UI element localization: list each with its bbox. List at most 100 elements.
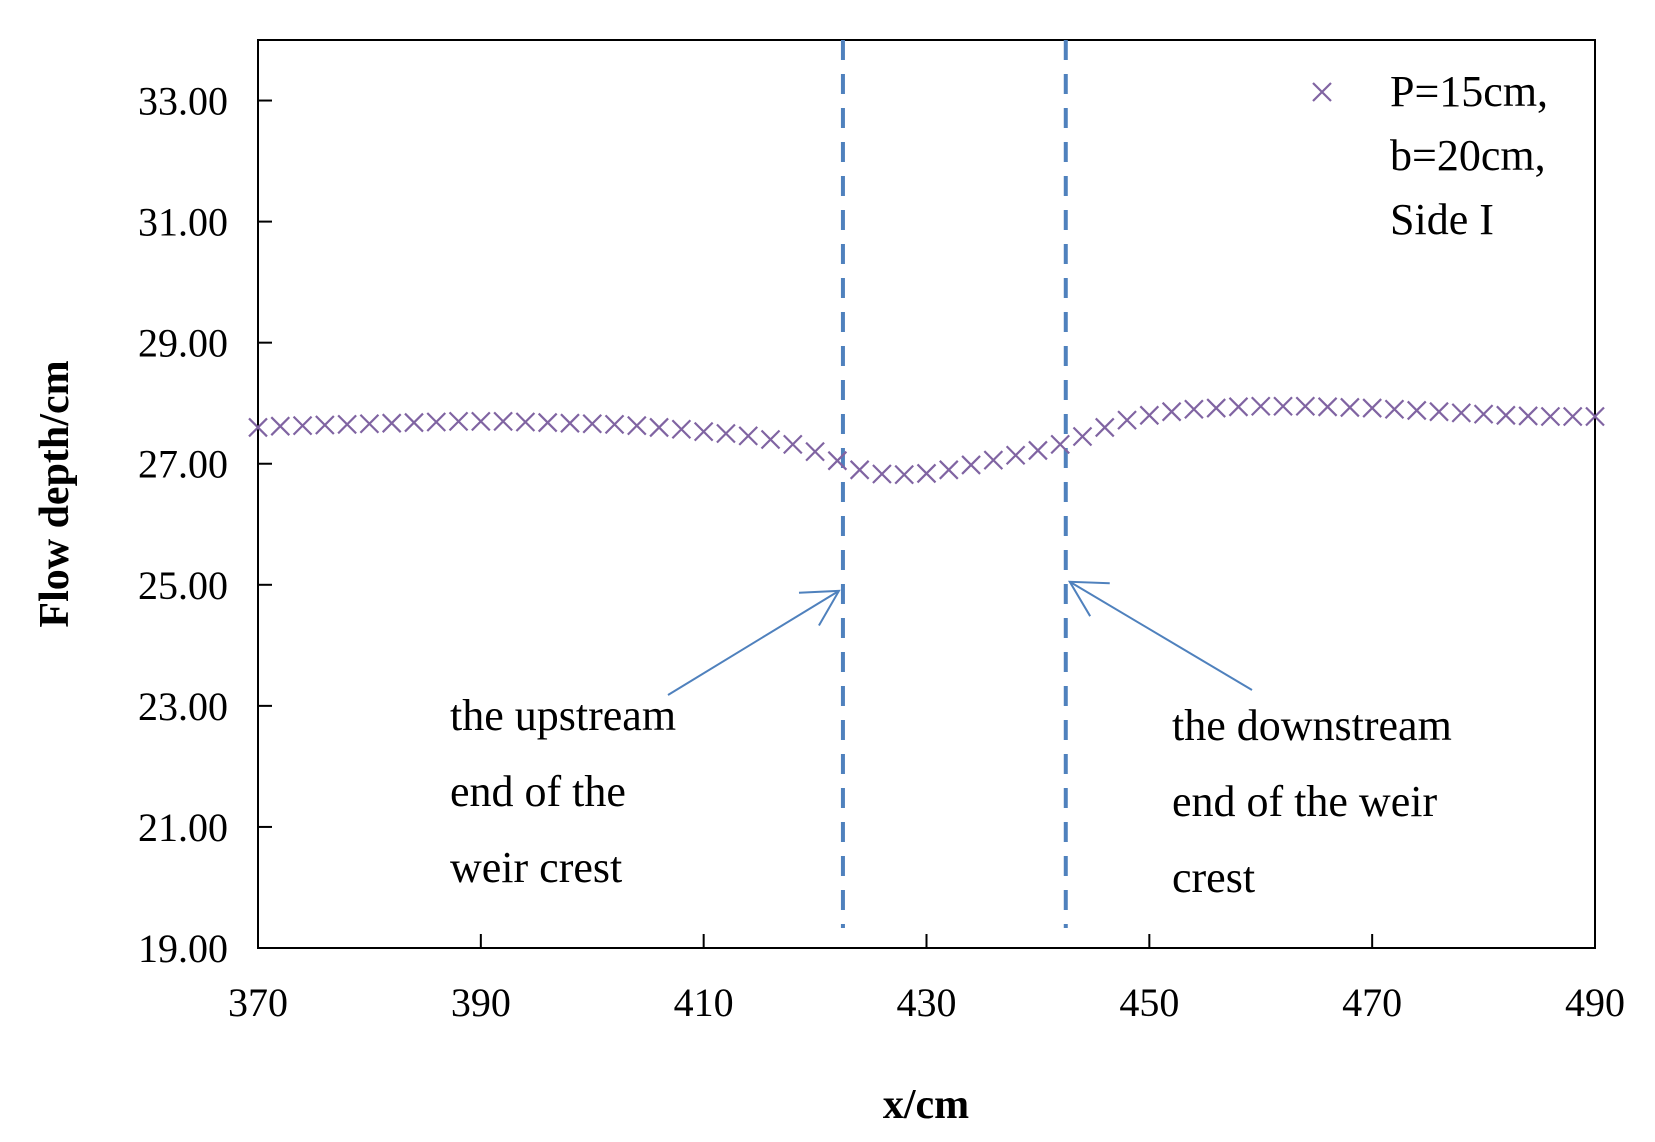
data-point — [1473, 404, 1494, 424]
data-point — [1273, 396, 1293, 417]
data-point — [939, 460, 959, 480]
y-tick-label: 25.00 — [138, 563, 228, 608]
data-point — [627, 415, 647, 436]
x-tick-label: 470 — [1342, 980, 1402, 1025]
data-point — [381, 413, 402, 433]
data-point — [894, 464, 914, 485]
legend-label: Side I — [1390, 195, 1494, 244]
annotation-arrows — [667, 580, 1253, 696]
annotation-text: end of the weir — [1172, 777, 1437, 826]
series-markers — [248, 396, 1605, 485]
annotation-arrow — [667, 589, 840, 696]
x-tick-label: 450 — [1119, 980, 1179, 1025]
data-point — [1295, 396, 1316, 417]
data-point — [404, 412, 424, 433]
annotations: the upstream end of the weir crest the down… — [450, 691, 1452, 902]
data-point — [270, 416, 291, 436]
data-point — [604, 414, 625, 435]
y-tick-label: 21.00 — [138, 805, 228, 850]
y-axis: 19.00 21.00 23.00 25.00 27.00 29.00 31.00 33.00 — [138, 79, 272, 971]
data-point — [1072, 426, 1093, 447]
y-tick-label: 27.00 — [138, 442, 228, 487]
data-point — [493, 411, 513, 432]
data-point — [1362, 398, 1382, 418]
data-point — [292, 415, 313, 436]
data-point — [1540, 406, 1561, 427]
annotation-text: end of the — [450, 767, 626, 816]
arrow-head — [1067, 580, 1110, 617]
data-point — [1028, 440, 1048, 461]
data-point — [1562, 406, 1583, 427]
data-point — [515, 412, 536, 432]
data-point — [983, 450, 1004, 470]
data-point — [1429, 401, 1449, 422]
data-point — [248, 417, 268, 438]
legend-label: P=15cm, — [1390, 67, 1548, 116]
data-point — [1406, 400, 1427, 421]
data-point — [671, 419, 692, 440]
reference-lines — [840, 40, 1068, 928]
data-point — [1518, 406, 1538, 426]
data-point — [738, 426, 759, 446]
y-tick-label: 33.00 — [138, 79, 228, 124]
data-point — [471, 411, 491, 432]
data-point — [1250, 396, 1271, 417]
data-point — [649, 417, 669, 438]
data-point — [537, 412, 558, 433]
data-point — [849, 460, 870, 480]
legend-marker — [1312, 82, 1332, 102]
annotation-text: crest — [1172, 853, 1255, 902]
x-tick-label: 390 — [451, 980, 511, 1025]
legend: P=15cm, b=20cm, Side I — [1312, 67, 1548, 244]
data-point — [1005, 445, 1026, 466]
data-point — [1384, 399, 1405, 420]
data-point — [582, 414, 603, 434]
x-tick-label: 370 — [228, 980, 288, 1025]
x-axis: 370 390 410 430 450 470 490 — [228, 934, 1625, 1025]
plot-area — [257, 39, 1596, 949]
data-point — [560, 413, 580, 433]
x-tick-label: 410 — [674, 980, 734, 1025]
x-tick-label: 490 — [1565, 980, 1625, 1025]
data-point — [1496, 405, 1516, 426]
y-tick-label: 19.00 — [138, 926, 228, 971]
data-point — [1094, 417, 1115, 438]
arrow-head — [798, 589, 841, 626]
data-point — [359, 414, 380, 434]
data-point — [783, 434, 803, 455]
data-point — [1228, 397, 1249, 417]
legend-label: b=20cm, — [1390, 131, 1546, 180]
annotation-text: weir crest — [450, 843, 622, 892]
y-axis-title: Flow depth/cm — [32, 360, 78, 627]
data-point — [315, 415, 335, 435]
data-point — [426, 412, 447, 432]
annotation-text: the downstream — [1172, 701, 1452, 750]
x-axis-title: x/cm — [883, 1082, 969, 1128]
data-point — [693, 421, 714, 442]
x-tick-label: 430 — [897, 980, 957, 1025]
data-point — [827, 450, 848, 471]
data-point — [1050, 434, 1070, 455]
data-point — [916, 463, 937, 484]
data-point — [961, 455, 981, 475]
data-point — [1161, 401, 1182, 422]
data-point — [716, 423, 736, 444]
data-point — [1139, 405, 1160, 426]
data-point — [1317, 397, 1338, 417]
data-point — [1585, 406, 1605, 427]
y-tick-label: 31.00 — [138, 200, 228, 245]
y-tick-label: 23.00 — [138, 684, 228, 729]
data-point — [805, 441, 825, 462]
data-point — [1117, 410, 1137, 430]
annotation-text: the upstream — [450, 691, 676, 740]
annotation-arrow — [1069, 580, 1253, 691]
y-tick-label: 29.00 — [138, 321, 228, 366]
data-point — [1340, 397, 1360, 418]
data-point — [337, 414, 357, 435]
data-point — [448, 411, 469, 432]
data-point — [1451, 403, 1472, 423]
data-point — [872, 464, 892, 484]
data-point — [1184, 399, 1204, 420]
data-point — [760, 429, 781, 450]
